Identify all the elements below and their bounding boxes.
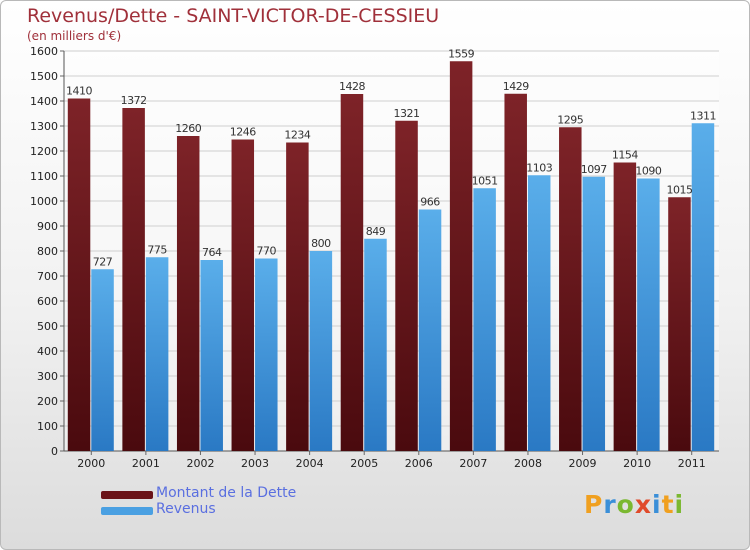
data-label-revenue: 764 bbox=[202, 246, 222, 259]
data-label-debt: 1260 bbox=[175, 122, 201, 135]
data-label-revenue: 1103 bbox=[526, 161, 552, 174]
y-tick-label: 1200 bbox=[30, 145, 58, 158]
bar-revenue bbox=[637, 178, 660, 451]
bar-debt bbox=[286, 142, 309, 451]
data-label-debt: 1559 bbox=[448, 47, 474, 60]
data-label-debt: 1234 bbox=[284, 129, 310, 142]
data-label-debt: 1321 bbox=[394, 107, 420, 120]
data-label-revenue: 966 bbox=[420, 196, 440, 209]
bar-revenue bbox=[91, 269, 114, 451]
bar-revenue bbox=[527, 175, 551, 451]
bar-revenue bbox=[364, 238, 387, 451]
y-tick-label: 600 bbox=[37, 295, 58, 308]
x-tick-label: 2001 bbox=[132, 457, 160, 470]
gridlines bbox=[64, 50, 719, 452]
y-tick-label: 400 bbox=[37, 345, 58, 358]
data-label-debt: 1372 bbox=[121, 94, 147, 107]
data-label-debt: 1015 bbox=[666, 183, 692, 196]
proxiti-logo: Proxiti bbox=[584, 490, 685, 519]
data-label-revenue: 800 bbox=[311, 237, 331, 250]
bar-debt bbox=[231, 139, 255, 451]
bar-debt bbox=[668, 197, 691, 451]
bar-debt bbox=[122, 108, 145, 451]
data-label-revenue: 775 bbox=[147, 243, 167, 256]
x-tick-label: 2005 bbox=[350, 457, 378, 470]
bar-revenue bbox=[309, 251, 333, 451]
bar-revenue bbox=[582, 176, 606, 451]
chart-subtitle: (en milliers d'€) bbox=[27, 29, 122, 43]
y-tick-label: 1000 bbox=[30, 195, 58, 208]
bar-debt bbox=[340, 94, 364, 451]
data-label-debt: 1429 bbox=[503, 80, 529, 93]
data-label-debt: 1246 bbox=[230, 126, 256, 139]
y-tick-label: 1600 bbox=[30, 45, 58, 58]
data-label-revenue: 1097 bbox=[581, 163, 607, 176]
data-label-revenue: 1311 bbox=[690, 109, 716, 122]
y-tick-label: 1500 bbox=[30, 70, 58, 83]
data-labels: 1410 727 1372 775 1260 764 1246 770 1234 800 1428 8… bbox=[66, 47, 716, 268]
data-label-revenue: 1051 bbox=[472, 174, 498, 187]
y-tick-label: 1100 bbox=[30, 170, 58, 183]
x-tick-label: 2006 bbox=[405, 457, 433, 470]
bar-revenue bbox=[200, 260, 223, 451]
bar-debt bbox=[176, 136, 200, 451]
bar-debt bbox=[449, 61, 473, 451]
x-tick-label: 2002 bbox=[186, 457, 214, 470]
y-tick-label: 700 bbox=[37, 270, 58, 283]
y-tick-label: 200 bbox=[37, 395, 58, 408]
y-tick-label: 300 bbox=[37, 370, 58, 383]
data-label-debt: 1295 bbox=[557, 113, 583, 126]
legend-swatch-revenue bbox=[101, 507, 153, 515]
data-label-debt: 1410 bbox=[66, 85, 92, 98]
data-label-debt: 1154 bbox=[612, 149, 638, 162]
x-tick-label: 2000 bbox=[77, 457, 105, 470]
x-tick-label: 2010 bbox=[623, 457, 651, 470]
bar-debt bbox=[395, 120, 418, 451]
bar-debt bbox=[613, 162, 637, 451]
legend-swatch-debt bbox=[101, 491, 153, 499]
bar-revenue bbox=[473, 188, 496, 451]
data-label-revenue: 1090 bbox=[635, 165, 661, 178]
y-tick-label: 1400 bbox=[30, 95, 58, 108]
bar-revenue bbox=[145, 257, 169, 451]
x-tick-label: 2011 bbox=[678, 457, 706, 470]
data-label-revenue: 727 bbox=[93, 255, 113, 268]
legend-label-revenue: Revenus bbox=[156, 501, 216, 517]
axes: 0 100 200 300 400 500 600 700 800 900 1000 1100 1200… bbox=[30, 45, 719, 470]
legend-label-debt: Montant de la Dette bbox=[156, 485, 297, 501]
bars bbox=[67, 61, 715, 451]
bar-debt bbox=[67, 98, 91, 451]
bar-revenue bbox=[255, 258, 278, 451]
data-label-revenue: 770 bbox=[257, 245, 277, 258]
bar-revenue bbox=[418, 209, 442, 451]
data-label-revenue: 849 bbox=[366, 225, 386, 238]
x-tick-label: 2008 bbox=[514, 457, 542, 470]
bar-debt bbox=[559, 127, 582, 451]
x-tick-label: 2009 bbox=[569, 457, 597, 470]
x-tick-label: 2007 bbox=[459, 457, 487, 470]
y-tick-label: 1300 bbox=[30, 120, 58, 133]
y-tick-label: 900 bbox=[37, 220, 58, 233]
x-tick-label: 2004 bbox=[296, 457, 324, 470]
y-tick-label: 100 bbox=[37, 420, 58, 433]
y-tick-label: 800 bbox=[37, 245, 58, 258]
y-tick-label: 500 bbox=[37, 320, 58, 333]
x-tick-label: 2003 bbox=[241, 457, 269, 470]
bar-revenue bbox=[691, 123, 715, 451]
bar-debt bbox=[504, 93, 527, 451]
y-tick-label: 0 bbox=[51, 445, 58, 458]
data-label-debt: 1428 bbox=[339, 80, 365, 93]
chart-title: Revenus/Dette - SAINT-VICTOR-DE-CESSIEU bbox=[27, 5, 440, 27]
